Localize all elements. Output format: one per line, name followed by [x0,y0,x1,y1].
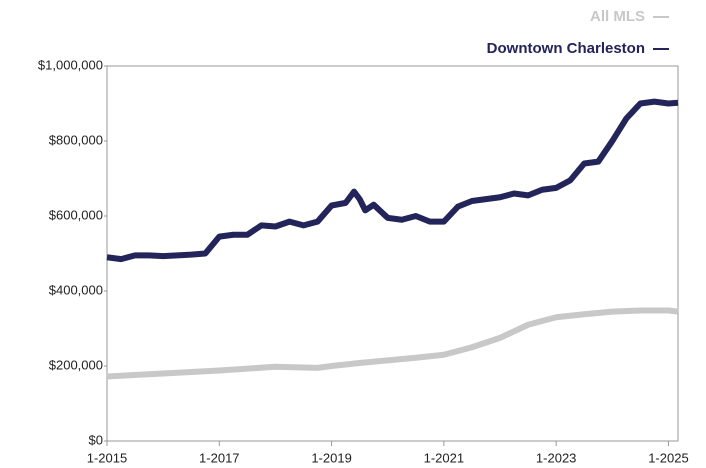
x-tick-label: 1-2017 [199,450,239,465]
y-tick-label: $800,000 [49,132,103,147]
x-tick-label: 1-2025 [648,450,688,465]
y-tick-label: $600,000 [49,207,103,222]
x-tick-label: 1-2023 [536,450,576,465]
y-tick-label: $200,000 [49,357,103,372]
plot-area [106,65,679,442]
legend-label: All MLS [590,8,645,25]
legend-label: Downtown Charleston [487,40,645,57]
x-tick-label: 1-2019 [311,450,351,465]
y-tick-label: $0 [89,432,103,447]
x-tick-label: 1-2015 [87,450,127,465]
series-line [106,307,679,380]
y-tick-label: $400,000 [49,282,103,297]
x-tick-label: 1-2021 [424,450,464,465]
y-tick-label: $1,000,000 [38,57,103,72]
series-line [106,98,679,263]
